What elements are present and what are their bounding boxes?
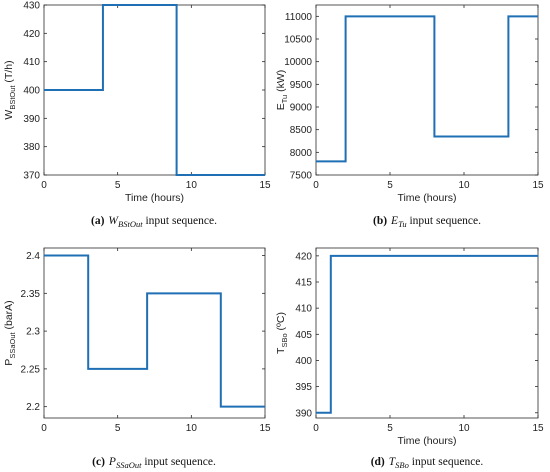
y-tick-label: 10500 xyxy=(284,35,312,46)
y-tick-label: 2.3 xyxy=(26,327,40,338)
y-tick-label: 415 xyxy=(295,278,312,289)
y-tick-label: 2.35 xyxy=(21,289,41,300)
plot-area xyxy=(315,247,539,419)
y-tick-label: 405 xyxy=(295,330,312,341)
x-tick-label: 0 xyxy=(41,180,47,191)
y-tick-label: 370 xyxy=(23,171,40,182)
plot-area xyxy=(43,247,266,419)
series-line xyxy=(316,254,538,414)
y-tick-label: 400 xyxy=(295,356,312,367)
x-tick-label: 10 xyxy=(186,180,198,191)
y-tick-label: 430 xyxy=(23,1,40,12)
plot-area xyxy=(315,4,539,176)
y-axis-title: WBStOut (T/h) xyxy=(3,60,17,119)
x-tick-label: 5 xyxy=(115,180,121,191)
x-tick-label: 15 xyxy=(532,423,544,434)
y-tick-label: 420 xyxy=(23,29,40,40)
y-tick-label: 395 xyxy=(295,382,312,393)
x-tick-label: 10 xyxy=(458,180,470,191)
series-line xyxy=(44,254,265,408)
panel-caption: (b) ETu input sequence. xyxy=(373,215,481,229)
y-tick-label: 2.4 xyxy=(26,251,40,262)
y-tick-label: 7500 xyxy=(290,171,313,182)
y-tick-label: 410 xyxy=(295,304,312,315)
y-tick-label: 8500 xyxy=(290,125,313,136)
x-tick-label: 5 xyxy=(387,180,393,191)
x-tick-label: 10 xyxy=(186,423,198,434)
x-tick-label: 15 xyxy=(532,180,544,191)
x-tick-label: 0 xyxy=(313,180,319,191)
panel-caption: (c) PSSaOut input sequence. xyxy=(92,456,216,470)
chart-panel-a: 0 5 10 15 370 380 390 400 410 420 430 Time (hours) W… xyxy=(3,1,271,230)
y-tick-label: 8000 xyxy=(290,148,313,159)
chart-panel-c: 0 5 10 15 2.2 2.25 2.3 2.35 2.4 PSSaOut (barA) (c)… xyxy=(3,247,271,470)
panel-caption: (d) TSBo input sequence. xyxy=(371,456,484,470)
chart-panel-d: 0 5 10 15 390 395 400 405 410 415 420 Time (hours) T… xyxy=(275,247,544,470)
x-tick-label: 0 xyxy=(41,423,47,434)
y-tick-label: 410 xyxy=(23,57,40,68)
x-axis-title: Time (hours) xyxy=(125,192,184,204)
y-tick-label: 9500 xyxy=(290,80,313,91)
panel-caption: (a) WBStOut input sequence. xyxy=(91,215,217,229)
series-line xyxy=(316,15,538,163)
x-axis-title: Time (hours) xyxy=(397,192,456,204)
y-tick-label: 2.2 xyxy=(26,402,40,413)
y-tick-label: 390 xyxy=(23,114,40,125)
y-tick-label: 11000 xyxy=(285,12,313,23)
x-axis-title: Time (hours) xyxy=(397,435,456,447)
x-tick-label: 15 xyxy=(259,423,271,434)
x-tick-label: 15 xyxy=(259,180,271,191)
chart-panel-b: 0 5 10 15 7500 8000 8500 9000 9500 10000 10500 1100… xyxy=(275,4,544,229)
y-tick-label: 390 xyxy=(295,408,312,419)
y-tick-label: 400 xyxy=(23,86,40,97)
series-line xyxy=(44,4,265,176)
x-tick-label: 5 xyxy=(387,423,393,434)
y-axis-title: TSBo (ºC) xyxy=(275,312,289,354)
y-tick-label: 9000 xyxy=(290,103,313,114)
y-tick-label: 420 xyxy=(295,251,312,262)
y-tick-label: 2.25 xyxy=(21,364,41,375)
x-tick-label: 5 xyxy=(115,423,121,434)
y-axis-title: PSSaOut (barA) xyxy=(3,300,17,365)
y-tick-label: 10000 xyxy=(284,57,312,68)
y-axis-title: ETu (kW) xyxy=(275,70,289,111)
y-tick-label: 380 xyxy=(23,142,40,153)
x-tick-label: 0 xyxy=(313,423,319,434)
x-tick-label: 10 xyxy=(458,423,470,434)
